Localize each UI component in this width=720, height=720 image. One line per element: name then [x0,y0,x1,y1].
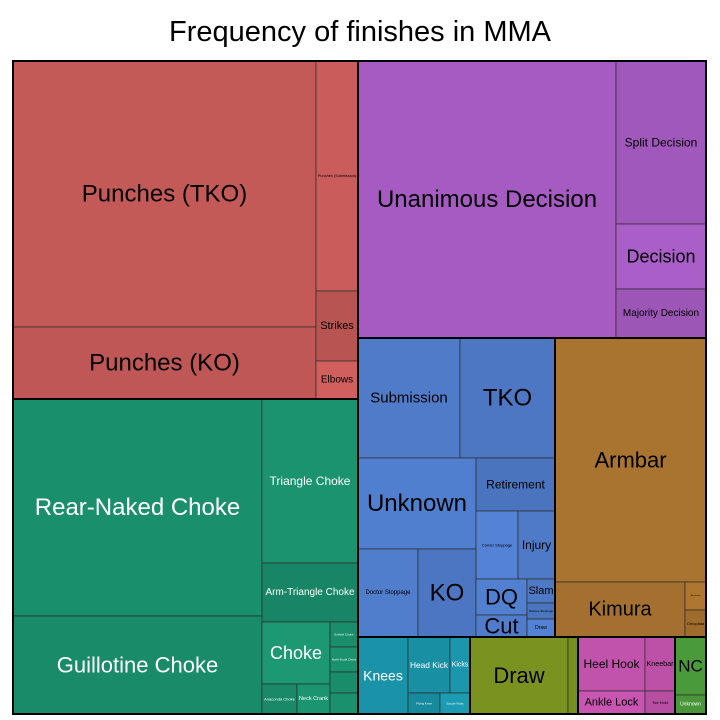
group-draw: Draw [469,636,579,715]
label-other-doctor-stoppage: Doctor Stoppage [365,590,411,596]
label-other-referee-stoppage: Referee Stoppage [529,609,554,613]
label-heel-ankle-lock: Ankle Lock [585,697,639,709]
chart-title: Frequency of finishes in MMA [169,16,551,48]
label-other-unknown: Unknown [367,490,467,517]
label-kick-flying-knee: Flying Knee [416,702,432,706]
label-nc-unknown: Unknown [680,702,701,708]
tile-other-doctor-stoppage [357,548,419,638]
label-other-slam: Slam [528,585,553,597]
label-punch-punches-ko: Punches (KO) [89,350,240,377]
tile-lock-armbar [554,337,707,583]
label-kick-soccer-kicks: Soccer Kicks [446,702,464,706]
tile-other-ko [417,548,477,638]
tile-kick-head-kick [407,636,451,694]
tile-nc-nc [674,636,707,696]
label-choke-ezekiel-choke: Ezekiel Choke [334,633,354,637]
label-kick-kicks: Kicks [452,662,469,669]
label-other-corner-stoppage: Corner Stoppage [482,543,513,548]
tile-decision-split-decision [615,60,707,225]
group-choke: Rear-Naked Choke Guillotine Choke Triangle… [12,398,359,715]
label-choke-neck-crank: Neck Crank [299,696,328,702]
group-kick: Knees Head Kick Kicks Flying Knee Soccer Kic… [357,636,471,715]
label-lock-kimura: Kimura [588,599,652,621]
tile-other-corner-stoppage [475,510,519,580]
tile-choke-triangle-choke [261,398,359,564]
label-kick-head-kick: Head Kick [410,660,449,670]
tile-choke-north-south-choke [329,646,359,673]
group-lock: Armbar Kimura Americana Omoplata [554,337,707,638]
label-other-cut: Cut [484,614,518,639]
label-decision-majority-decision: Majority Decision [623,308,699,319]
tile-choke-von-flue-choke [329,671,359,694]
label-nc-nc: NC [678,657,703,676]
tile-other-retirement [475,457,556,512]
label-choke-rear-naked-choke: Rear-Naked Choke [35,494,240,521]
label-punch-punches-submission: Punches (Submission) [318,174,357,178]
tile-other-unknown [357,457,477,550]
tile-other-tko [459,337,556,459]
label-other-retirement: Retirement [486,478,545,492]
tile-choke-ezekiel-choke [329,621,359,648]
label-other-submission: Submission [370,390,448,407]
tile-choke-arm-triangle-choke [261,562,359,623]
tile-choke-choke [261,621,331,685]
label-heel-heel-hook: Heel Hook [583,657,640,671]
tile-choke-neck-crank [296,683,331,715]
label-choke-anaconda-choke: Anaconda Choke [264,697,295,702]
group-nc: NC Unknown [674,636,707,715]
tile-decision-unanimous-decision [357,60,617,339]
label-other-injury: Injury [522,538,551,552]
label-other-ko: KO [430,580,465,607]
label-draw-draw: Draw [493,663,544,688]
label-lock-omoplata: Omoplata [687,621,705,626]
label-decision-split-decision: Split Decision [625,136,698,150]
label-lock-armbar: Armbar [594,448,666,473]
tile-choke-rear-naked-choke [12,398,263,617]
group-border-nc [674,636,707,715]
tile-decision-majority-decision [615,288,707,339]
label-choke-guillotine-choke: Guillotine Choke [57,653,218,678]
tile-punch-punches-submission [315,60,359,292]
label-choke-triangle-choke: Triangle Choke [270,474,351,488]
tile-punch-punches-ko [12,326,317,400]
label-other-draw: Draw [535,625,547,631]
label-heel-kneebar: Kneebar [647,660,675,668]
tile-decision-decision [615,223,707,290]
group-other: Submission TKO Unknown Retirement Corner Sto… [357,337,556,639]
group-heel: Heel Hook Kneebar Ankle Lock Toe Hold [577,636,676,715]
label-choke-choke: Choke [270,643,322,663]
label-heel-toe-hold: Toe Hold [652,700,668,705]
label-punch-punches-tko: Punches (TKO) [82,181,247,208]
tile-draw-majority-draw [567,636,579,715]
tile-other-injury [517,510,556,580]
tile-other-submission [357,337,461,459]
label-decision-unanimous-decision: Unanimous Decision [377,186,597,213]
label-choke-arm-triangle-choke: Arm-Triangle Choke [265,587,355,598]
group-punch: Punches (TKO) Punches (KO) Punches (Submis… [12,60,359,400]
tile-choke-anaconda-choke [261,683,298,715]
label-other-tko: TKO [483,385,532,412]
label-punch-elbows: Elbows [321,375,353,386]
label-punch-strikes: Strikes [320,320,354,332]
label-choke-north-south-choke: North-South Choke [332,658,357,662]
tile-kick-knees [357,636,409,715]
label-other-dq: DQ [485,585,518,610]
label-kick-knees: Knees [363,668,403,684]
label-decision-decision: Decision [626,247,695,267]
tile-choke-other-choke [329,692,359,715]
label-lock-americana: Americana [691,594,701,597]
tile-punch-punches-tko [12,60,317,328]
group-decision: Unanimous Decision Split Decision Decision… [357,60,707,339]
